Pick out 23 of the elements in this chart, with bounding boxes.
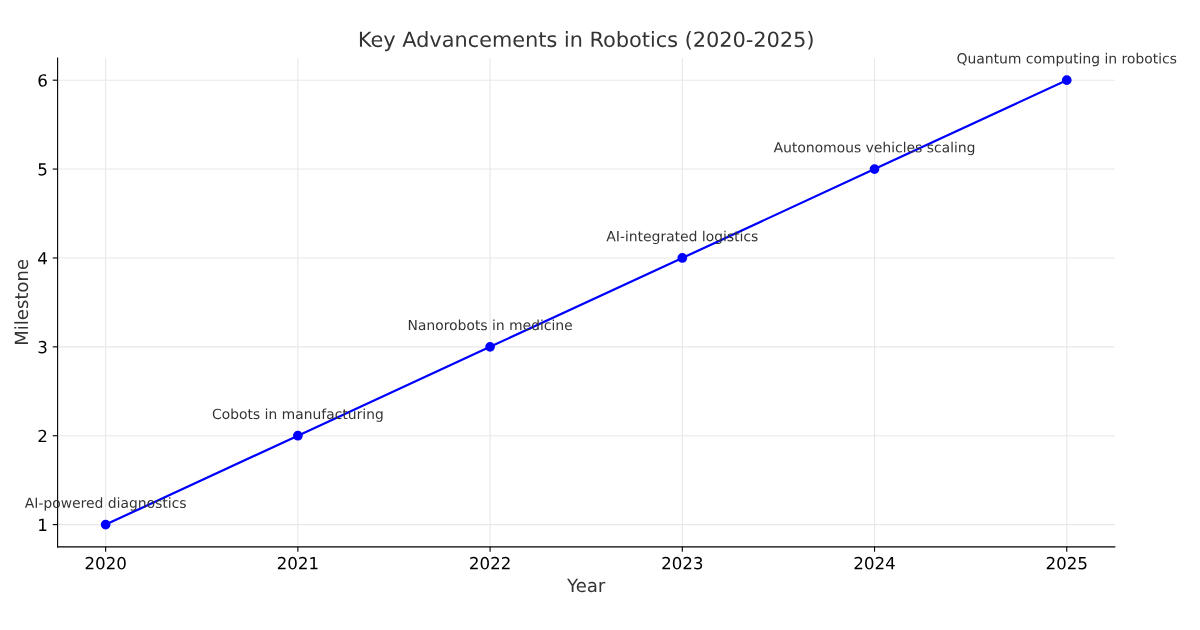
x-tick-label: 2022 [470, 556, 510, 570]
point [1061, 75, 1072, 86]
x-tick-label: 2021 [277, 556, 318, 570]
point [869, 164, 880, 174]
y-axis-title: Milestone [14, 259, 29, 345]
point [293, 430, 303, 441]
point [485, 341, 495, 352]
y-tick-label: 5 [38, 163, 47, 176]
y-tick-label: 2 [38, 429, 47, 443]
point [677, 253, 688, 263]
y-tick-label: 1 [39, 518, 47, 531]
x-tick-label: 2024 [854, 556, 895, 570]
x-tick-label: 2025 [1046, 556, 1087, 570]
y-tick-label: 4 [38, 252, 47, 265]
x-axis-title: Year [567, 578, 606, 593]
x-tick-label: 2023 [662, 556, 703, 570]
annotation: Quantum computing in robotics [957, 52, 1177, 67]
annotation: Autonomous vehicles scaling [773, 141, 975, 156]
y-tick-label: 6 [38, 74, 47, 87]
y-tick-label: 3 [38, 340, 47, 354]
chart-title: Key Advancements in Robotics (2020-2025) [359, 31, 813, 52]
x-tick-label: 2020 [85, 556, 126, 570]
point [100, 519, 111, 530]
